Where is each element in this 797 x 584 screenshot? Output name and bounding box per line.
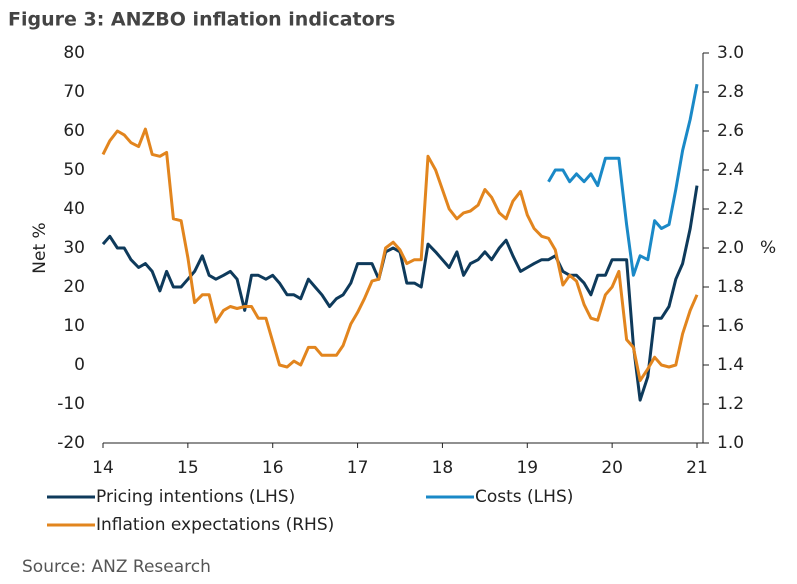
y2-tick-label: 2.6 xyxy=(717,121,744,141)
y2-tick-label: 1.4 xyxy=(717,355,744,375)
y-tick-label: 10 xyxy=(63,316,85,336)
y-axis-label: Net % xyxy=(30,222,50,273)
y-tick-label: -10 xyxy=(57,394,85,414)
legend-label: Pricing intentions (LHS) xyxy=(96,487,295,507)
y-tick-label: 30 xyxy=(63,238,85,258)
x-tick-label: 20 xyxy=(601,458,623,478)
x-tick-label: 16 xyxy=(262,458,284,478)
y-tick-label: 20 xyxy=(63,277,85,297)
legend-label: Inflation expectations (RHS) xyxy=(96,515,334,535)
y-tick-label: 60 xyxy=(63,121,85,141)
y2-tick-label: 2.4 xyxy=(717,160,744,180)
y2-tick-label: 1.8 xyxy=(717,277,744,297)
y2-tick-label: 1.0 xyxy=(717,433,744,453)
series-line xyxy=(547,83,699,277)
y-tick-label: 80 xyxy=(63,43,85,63)
x-tick-label: 17 xyxy=(347,458,369,478)
y-tick-label: 0 xyxy=(74,355,85,375)
x-tick-label: 21 xyxy=(686,458,708,478)
legend-label: Costs (LHS) xyxy=(475,487,573,507)
x-tick-label: 15 xyxy=(177,458,199,478)
y-tick-label: 40 xyxy=(63,199,85,219)
y-tick-label: 70 xyxy=(63,82,85,102)
y-tick-label: -20 xyxy=(57,433,85,453)
x-tick-label: 18 xyxy=(432,458,454,478)
series-line xyxy=(101,127,699,383)
y2-axis-label: % xyxy=(760,238,776,258)
source: Source: ANZ Research xyxy=(22,557,211,577)
x-tick-label: 19 xyxy=(516,458,538,478)
y-tick-label: 50 xyxy=(63,160,85,180)
y2-tick-label: 3.0 xyxy=(717,43,744,63)
y2-tick-label: 1.6 xyxy=(717,316,744,336)
y2-tick-label: 2.8 xyxy=(717,82,744,102)
y2-tick-label: 1.2 xyxy=(717,394,744,414)
y2-tick-label: 2.0 xyxy=(717,238,744,258)
y2-tick-label: 2.2 xyxy=(717,199,744,219)
x-tick-label: 14 xyxy=(92,458,114,478)
chart-title: Figure 3: ANZBO inflation indicators xyxy=(8,9,395,31)
